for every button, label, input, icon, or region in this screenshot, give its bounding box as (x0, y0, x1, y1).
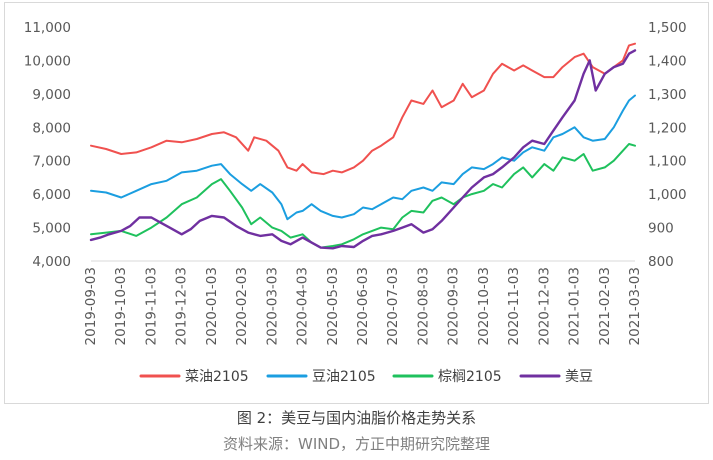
x-tick-label: 2020-12-03 (536, 267, 552, 345)
legend-label-4: 美豆 (565, 369, 593, 385)
chart-frame: 4,000 5,000 6,000 7,000 8,000 9,000 10,000 11,0… (4, 2, 709, 404)
y-right-tick-label: 900 (648, 221, 674, 237)
x-tick-label: 2020-10-03 (476, 267, 492, 345)
x-tick-label: 2020-07-03 (385, 267, 401, 345)
legend-label-2: 豆油2105 (312, 369, 376, 385)
x-tick-label: 2020-01-03 (204, 267, 220, 345)
y-left-tick-label: 6,000 (32, 187, 71, 203)
y-left-tick-label: 4,000 (32, 254, 71, 270)
y-right-tick-label: 1,100 (648, 154, 687, 170)
legend-label-3: 棕榈2105 (438, 369, 502, 385)
y-right-tick-label: 1,500 (648, 20, 687, 36)
legend-label-1: 菜油2105 (185, 369, 249, 385)
y-right-tick-label: 1,400 (648, 53, 687, 69)
x-tick-label: 2021-02-03 (597, 267, 613, 345)
series-line-2 (90, 94, 636, 221)
x-tick-label: 2020-09-03 (446, 267, 462, 345)
y-left-tick-label: 10,000 (24, 53, 71, 69)
series-line-1 (90, 42, 636, 176)
figure-caption: 图 2：美豆与国内油脂价格走势关系 (236, 409, 477, 427)
y-right-tick-label: 800 (648, 254, 674, 270)
y-left-tick-label: 8,000 (32, 120, 71, 136)
y-left-tick-label: 7,000 (32, 154, 71, 170)
series-line-3 (90, 143, 636, 249)
y-right-tick-label: 1,200 (648, 120, 687, 136)
line-chart: 4,000 5,000 6,000 7,000 8,000 9,000 10,000 11,0… (24, 20, 687, 385)
x-tick-label: 2020-06-03 (355, 267, 371, 345)
figure-source: 资料来源：WIND，方正中期研究院整理 (222, 435, 491, 453)
x-tick-label: 2020-02-03 (234, 267, 250, 345)
series-line-4 (89, 49, 637, 250)
y-right-tick-label: 1,000 (648, 187, 687, 203)
y-left-tick-label: 11,000 (24, 20, 71, 36)
x-tick-label: 2020-03-03 (264, 267, 280, 345)
x-tick-label: 2020-11-03 (506, 267, 522, 345)
x-tick-label: 2019-12-03 (174, 267, 190, 345)
x-tick-label: 2021-03-03 (627, 267, 643, 345)
x-tick-label: 2019-10-03 (113, 267, 129, 345)
x-tick-label: 2021-01-03 (567, 267, 583, 345)
y-left-tick-label: 9,000 (32, 87, 71, 103)
y-left-tick-label: 5,000 (32, 221, 71, 237)
x-tick-label: 2019-11-03 (143, 267, 159, 345)
x-tick-label: 2020-04-03 (295, 267, 311, 345)
x-tick-label: 2019-09-03 (83, 267, 99, 345)
y-right-tick-label: 1,300 (648, 87, 687, 103)
x-tick-label: 2020-05-03 (325, 267, 341, 345)
x-tick-label: 2020-08-03 (415, 267, 431, 345)
